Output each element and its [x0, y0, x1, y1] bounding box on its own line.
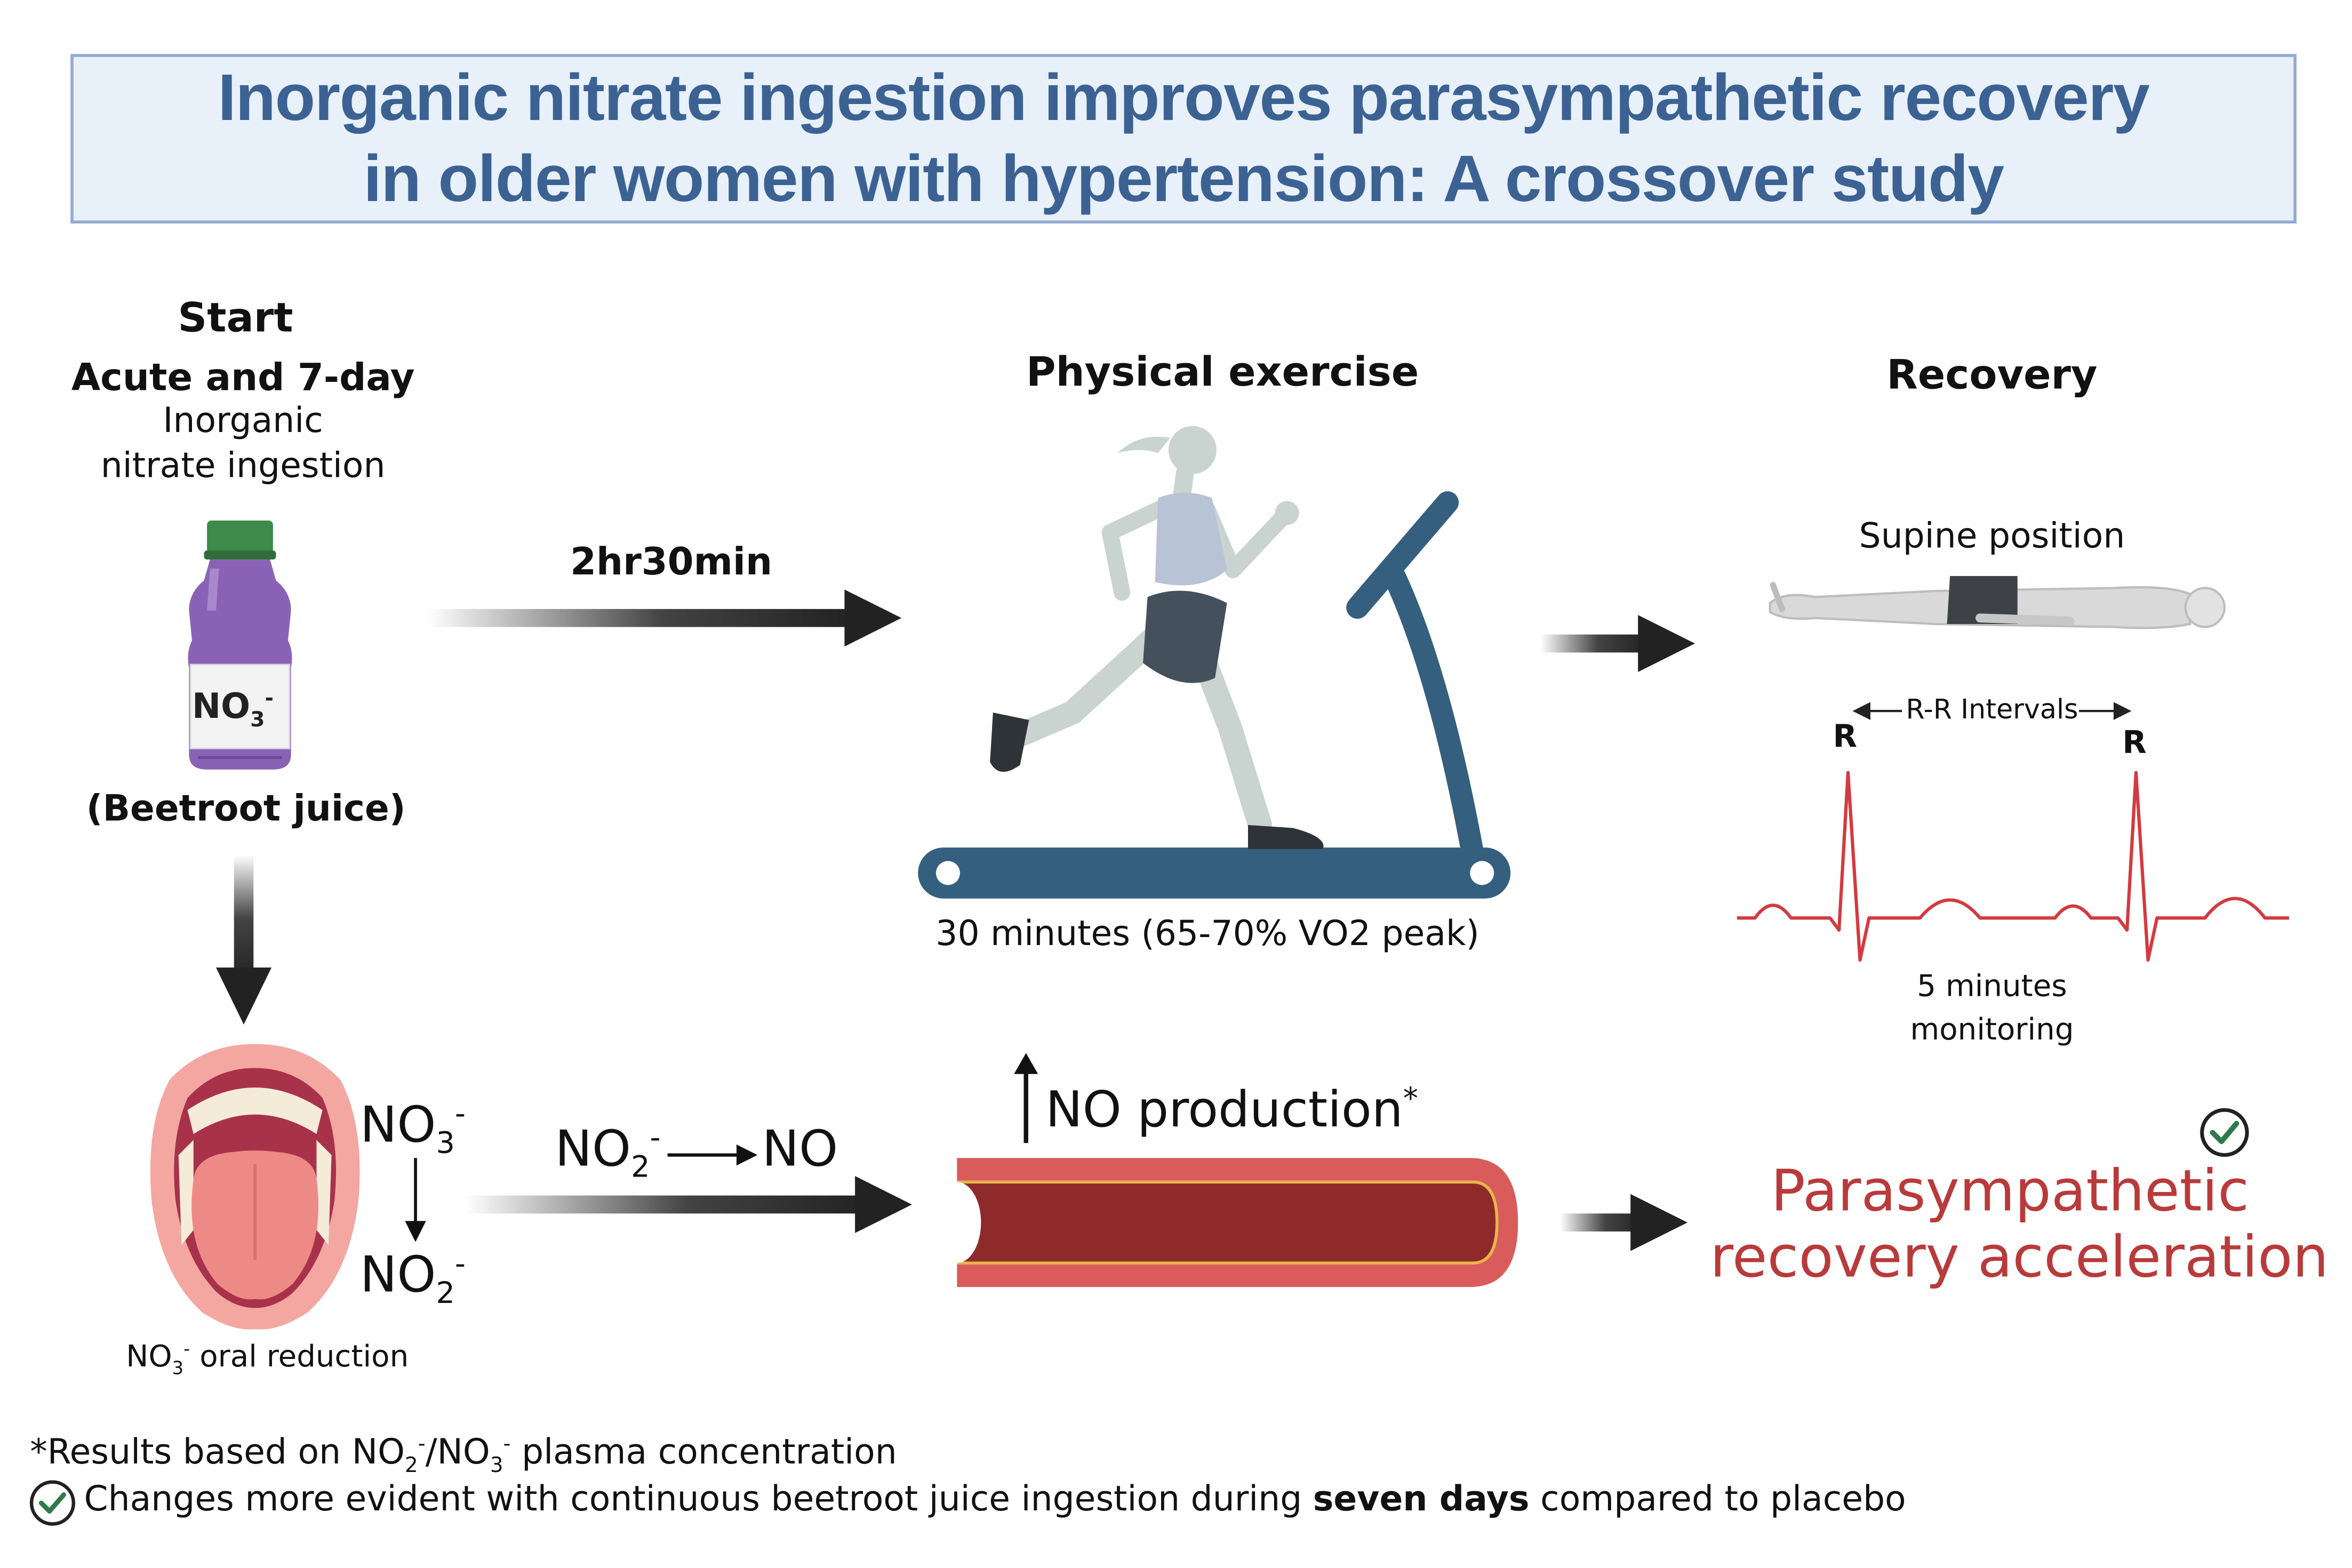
- delay-label: 2hr30min: [570, 540, 773, 584]
- recovery-heading: Recovery: [1886, 352, 2098, 399]
- check-circle-icon: [29, 1480, 76, 1526]
- oral-nitrate-label: NO3-: [360, 1095, 466, 1161]
- ecg-trace: [1737, 702, 2289, 962]
- runner-on-treadmill-icon: [918, 426, 1511, 899]
- conversion-arrow: [667, 1144, 758, 1166]
- outcome-line-1: Parasympathetic: [1771, 1158, 2250, 1224]
- title-banner: Inorganic nitrate ingestion improves par…: [70, 54, 2297, 224]
- check-circle-icon: [2200, 1108, 2249, 1157]
- footnote-plasma: *Results based on NO2-/NO3- plasma conce…: [30, 1432, 897, 1478]
- start-line-2: nitrate ingestion: [100, 447, 386, 486]
- blood-vessel-icon: [945, 1158, 1518, 1287]
- oral-nitrite-label: NO2-: [360, 1245, 466, 1310]
- start-subheading: Acute and 7-day: [71, 355, 415, 399]
- exercise-heading: Physical exercise: [1026, 349, 1419, 396]
- reduction-arrow: [405, 1158, 426, 1242]
- r-peak-right: R: [2122, 724, 2147, 761]
- outcome-line-2: recovery acceleration: [1710, 1224, 2329, 1290]
- title-line-1: Inorganic nitrate ingestion improves par…: [218, 60, 2150, 134]
- title-line-2: in older women with hypertension: A cros…: [363, 141, 2004, 215]
- no-production-label: NO production*: [1045, 1080, 1418, 1139]
- supine-label: Supine position: [1859, 517, 2125, 557]
- open-mouth-icon: [150, 1044, 360, 1330]
- footnote-seven-days: Changes more evident with continuous bee…: [84, 1480, 1906, 1520]
- arrow-to-outcome: [1560, 1194, 1688, 1251]
- oral-reduction-caption: NO3- oral reduction: [126, 1338, 409, 1379]
- arrow-to-vessel: [465, 1176, 912, 1233]
- increase-arrow: [1014, 1053, 1038, 1143]
- rr-interval-label: R-R Intervals: [1906, 694, 2078, 726]
- beetroot-juice-bottle-icon: [188, 520, 292, 770]
- conversion-to-label: NO: [762, 1119, 838, 1178]
- bottle-label: NO3-: [192, 687, 274, 733]
- monitoring-line-2: monitoring: [1910, 1011, 2074, 1047]
- arrow-to-recovery: [1540, 615, 1695, 672]
- supine-person-icon: [1769, 576, 2226, 629]
- start-heading: Start: [178, 295, 293, 342]
- r-peak-left: R: [1833, 718, 1858, 755]
- exercise-caption: 30 minutes (65-70% VO2 peak): [935, 915, 1479, 954]
- arrow-to-exercise: [427, 589, 902, 647]
- conversion-from-label: NO2-: [555, 1119, 661, 1185]
- start-line-1: Inorganic: [163, 402, 323, 441]
- bottle-caption: (Beetroot juice): [86, 787, 406, 830]
- arrow-down-to-mouth: [216, 855, 272, 1025]
- monitoring-line-1: 5 minutes: [1917, 967, 2067, 1004]
